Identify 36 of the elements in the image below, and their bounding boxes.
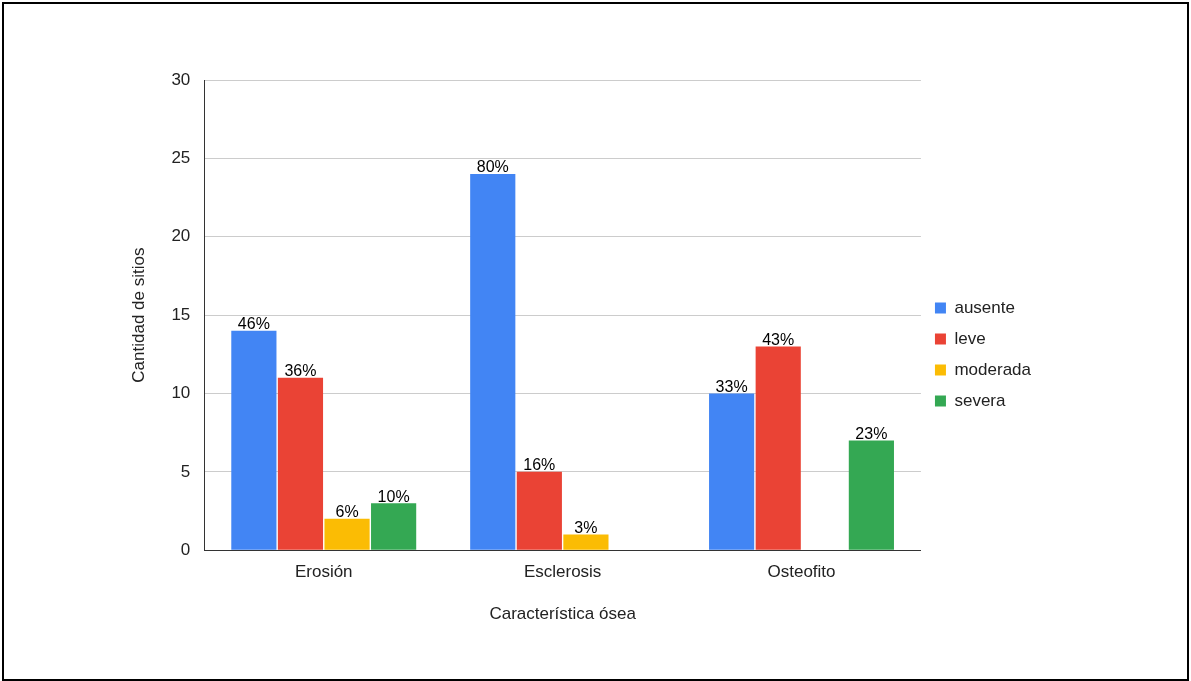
x-tick-label: Osteofito: [767, 562, 836, 582]
y-tick-label: 25: [171, 148, 191, 168]
annotation: 33%: [715, 377, 748, 395]
x-axis-title: Característica ósea: [489, 604, 637, 624]
y-tick-label: 15: [171, 304, 191, 324]
bar: [470, 174, 516, 550]
x-tick-label: Esclerosis: [523, 562, 602, 582]
bar: [231, 330, 277, 550]
y-tick-label: 10: [171, 383, 191, 403]
annotation: 36%: [284, 362, 317, 380]
annotation: 46%: [237, 315, 270, 333]
annotation: 10%: [377, 487, 410, 505]
bar: [324, 518, 370, 550]
y-tick-label: 30: [171, 69, 191, 89]
annotation: 43%: [762, 330, 795, 348]
bar: [848, 440, 894, 550]
y-axis-title: Cantidad de sitios: [128, 247, 148, 383]
bar: [563, 534, 609, 550]
annotation: 16%: [523, 456, 556, 474]
bar: [277, 377, 324, 550]
legend-label: moderada: [954, 359, 1032, 379]
annotation: 6%: [335, 503, 359, 521]
y-tick-label: 20: [171, 226, 191, 246]
legend-label: ausente: [954, 297, 1015, 317]
x-tick-label: Erosión: [294, 562, 353, 582]
annotation: 23%: [855, 424, 888, 442]
legend-label: severa: [954, 390, 1007, 410]
bar: [755, 346, 801, 550]
y-tick-label: 0: [180, 539, 191, 559]
annotation: 3%: [574, 518, 598, 536]
annotation: 80%: [476, 158, 509, 176]
y-tick-label: 5: [180, 461, 191, 481]
bar: [516, 471, 562, 550]
bar: [709, 393, 755, 550]
bar: [371, 503, 417, 550]
legend-label: leve: [954, 328, 986, 348]
